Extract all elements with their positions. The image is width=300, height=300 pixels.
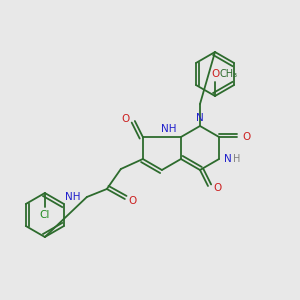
Text: NH: NH [65,192,81,202]
Text: O: O [122,114,130,124]
Text: NH: NH [161,124,177,134]
Text: Cl: Cl [40,210,50,220]
Text: O: O [242,132,250,142]
Text: O: O [129,196,137,206]
Text: O: O [213,183,221,193]
Text: N: N [196,113,204,123]
Text: CH₃: CH₃ [220,69,238,79]
Text: H: H [233,154,241,164]
Text: O: O [211,69,219,79]
Text: N: N [224,154,232,164]
